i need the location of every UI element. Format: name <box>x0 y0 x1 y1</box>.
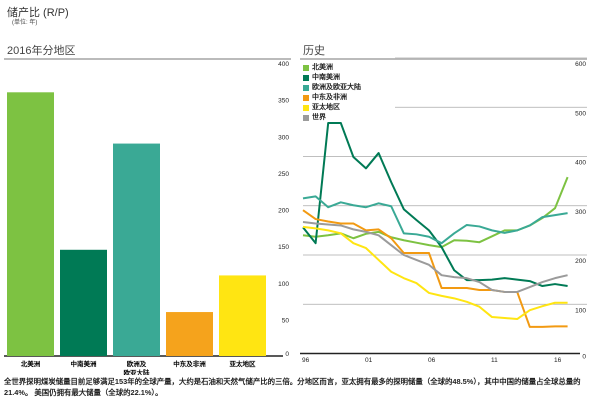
x-tick-label: 欧洲及 <box>127 359 147 368</box>
y-tick-label: 400 <box>575 160 586 167</box>
legend-item: 欧洲及欧亚大陆 <box>303 83 361 93</box>
y-tick-label: 300 <box>278 134 289 141</box>
y-tick-label: 300 <box>575 209 586 216</box>
y-tick-label: 350 <box>278 98 289 105</box>
x-tick-label: 11 <box>491 357 498 364</box>
y-tick-label: 500 <box>575 110 586 117</box>
legend-item: 北美洲 <box>303 63 361 73</box>
y-tick-label: 100 <box>575 307 586 314</box>
series-line-5 <box>302 221 568 293</box>
bar-2 <box>113 143 160 356</box>
bar-0 <box>7 92 54 357</box>
x-tick-label: 亚太地区 <box>230 359 257 368</box>
legend-swatch <box>303 115 309 121</box>
footnote: 全世界探明煤炭储量目前足够满足153年的全球产量，大约是石油和天然气储产比的三倍… <box>4 377 581 397</box>
legend-swatch <box>303 95 309 101</box>
bar-3 <box>166 312 213 356</box>
legend-swatch <box>303 75 309 81</box>
y-tick-label: 0 <box>582 354 586 361</box>
y-tick-label: 0 <box>285 351 289 358</box>
bar-1 <box>60 249 107 356</box>
right-title-rule <box>300 58 587 60</box>
y-tick-label: 200 <box>278 208 289 215</box>
left-title-rule <box>4 58 291 60</box>
series-line-0 <box>302 176 569 249</box>
y-tick-label: 200 <box>575 258 586 265</box>
x-tick-label: 16 <box>554 357 562 364</box>
legend-swatch <box>303 85 309 91</box>
legend-swatch <box>303 65 309 71</box>
y-tick-label: 400 <box>278 61 289 68</box>
y-tick-label: 600 <box>575 61 586 68</box>
x-tick-label: 96 <box>302 357 310 364</box>
y-tick-label: 50 <box>282 317 290 324</box>
series-line-1 <box>302 122 568 288</box>
legend-item: 世界 <box>303 113 361 123</box>
right-chart-title: 历史 <box>303 45 325 57</box>
x-tick-label: 欧亚大陆 <box>124 368 151 375</box>
y-tick-label: 150 <box>278 244 289 251</box>
x-tick-label: 北美洲 <box>21 359 41 368</box>
legend-item: 中南美洲 <box>303 73 361 83</box>
legend-label: 北美洲 <box>312 64 333 71</box>
bar-4 <box>219 275 266 356</box>
legend-label: 亚太地区 <box>312 104 340 111</box>
series-line-2 <box>302 195 568 245</box>
legend-swatch <box>303 105 309 111</box>
legend-item: 亚太地区 <box>303 103 361 113</box>
x-tick-label: 06 <box>428 357 436 364</box>
x-tick-label: 中南美洲 <box>71 359 98 368</box>
legend: 北美洲中南美洲欧洲及欧亚大陆 中东及非洲亚太地区世界 <box>303 63 361 123</box>
left-chart-title: 2016年分地区 <box>7 45 76 57</box>
series-line-4 <box>302 225 568 321</box>
x-tick-label: 01 <box>365 357 373 364</box>
chart-title: 储产比 (R/P) <box>7 7 69 19</box>
legend-label: 中南美洲 <box>312 74 340 81</box>
series-line-3 <box>302 209 568 328</box>
y-tick-label: 100 <box>278 281 289 288</box>
legend-label: 中东及非洲 <box>312 94 347 101</box>
legend-item: 中东及非洲 <box>303 93 361 103</box>
legend-label: 世界 <box>312 114 326 121</box>
unit-label: (单位: 年) <box>12 20 38 26</box>
y-tick-label: 250 <box>278 171 289 178</box>
x-tick-label: 中东及非洲 <box>173 359 206 368</box>
legend-label: 欧洲及欧亚大陆 <box>312 84 361 91</box>
